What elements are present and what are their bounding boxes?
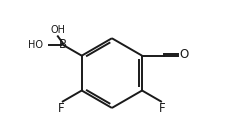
Text: B: B <box>58 38 67 51</box>
Text: HO: HO <box>28 40 43 50</box>
Text: OH: OH <box>50 25 65 34</box>
Text: F: F <box>158 102 165 115</box>
Text: F: F <box>58 102 64 115</box>
Text: O: O <box>179 48 188 61</box>
